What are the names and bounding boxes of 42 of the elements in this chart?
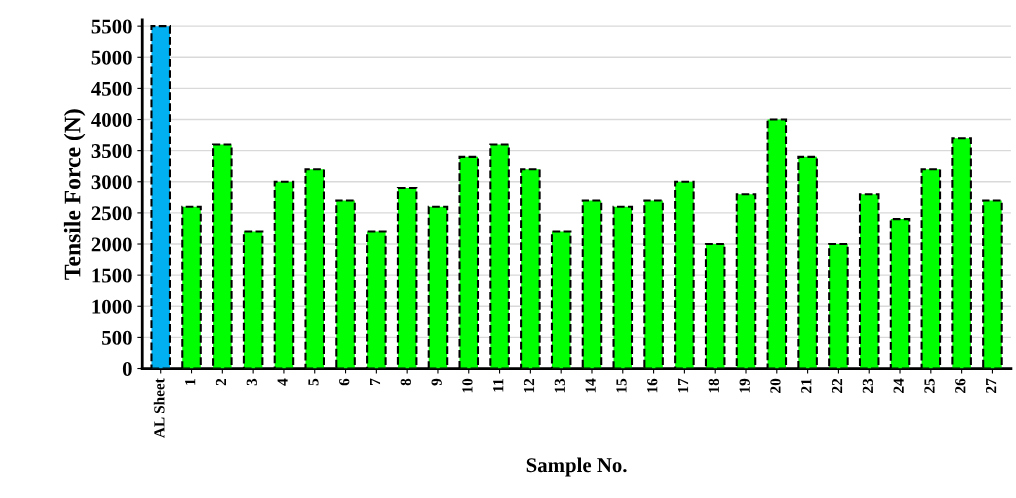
y-tick-label: 4000	[91, 112, 132, 127]
x-tick-label: 8	[400, 378, 411, 386]
y-tick-label: 2500	[91, 206, 132, 221]
x-axis-title: Sample No.	[526, 457, 627, 477]
x-tick-label: 9	[431, 378, 442, 386]
x-tick-label: 10	[462, 378, 473, 393]
x-tick-label: 3	[246, 378, 257, 386]
x-tick-label: 21	[801, 379, 812, 393]
x-tick-label: 18	[708, 378, 720, 393]
y-tick-label: 4500	[91, 81, 132, 96]
y-tick-label: 3500	[91, 144, 132, 159]
x-tick-label: 26	[955, 378, 966, 393]
x-tick-label: 7	[370, 378, 381, 386]
y-tick-label: 2000	[91, 237, 132, 252]
x-tick-label: 4	[277, 378, 288, 386]
x-tick-label: 16	[647, 378, 658, 393]
x-tick-label: 13	[554, 378, 565, 393]
x-tick-label: 25	[924, 378, 935, 393]
x-tick-label: 17	[677, 378, 689, 393]
x-tick-label: 11	[493, 379, 504, 392]
y-tick-label: 0	[122, 361, 132, 376]
x-tick-label: 19	[739, 378, 750, 393]
y-tick-label: 5500	[91, 19, 132, 34]
y-tick-label: 1500	[92, 268, 132, 283]
y-axis-title: Tensile Force (N)	[63, 109, 86, 280]
x-tick-label: 12	[523, 378, 535, 393]
x-tick-label: 5	[308, 378, 319, 386]
x-tick-label: 15	[616, 378, 627, 393]
y-tick-label: 5000	[91, 50, 132, 65]
x-tick-label: AL Sheet	[153, 378, 165, 438]
x-tick-label: 24	[893, 378, 904, 393]
y-tick-label: 3000	[91, 175, 132, 190]
x-tick-label: 20	[770, 378, 781, 393]
x-tick-label: 1	[185, 379, 196, 385]
y-tick-label: 1000	[92, 299, 132, 314]
x-tick-label: 23	[862, 378, 874, 393]
x-tick-label: 22	[831, 378, 843, 393]
x-tick-label: 6	[339, 378, 350, 386]
x-tick-label: 27	[985, 378, 997, 393]
x-tick-label: 14	[585, 378, 596, 393]
y-tick-label: 500	[102, 330, 132, 345]
x-tick-label: 2	[215, 378, 226, 386]
